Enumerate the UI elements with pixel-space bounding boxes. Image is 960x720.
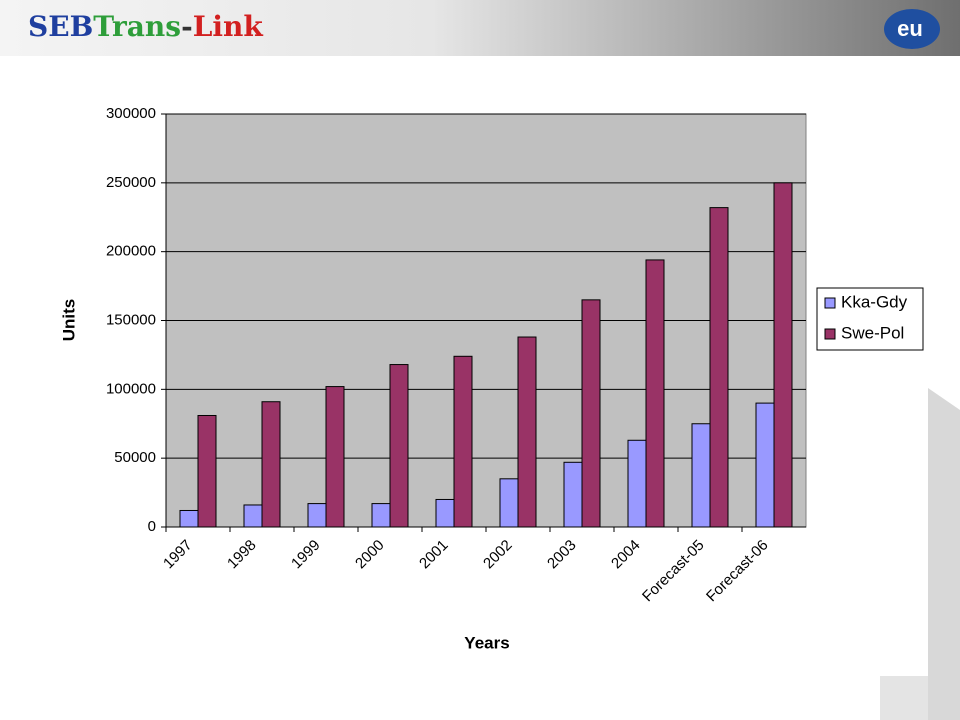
- bar: [499, 478, 519, 528]
- x-tick-label: 2004: [608, 537, 644, 573]
- legend-swatch: [824, 328, 836, 340]
- logo-part: Trans: [93, 10, 181, 43]
- x-axis-title: Years: [464, 633, 509, 652]
- x-tick-label: 1998: [224, 537, 260, 573]
- bar: [709, 207, 729, 528]
- bar: [691, 423, 711, 528]
- bar: [517, 336, 537, 528]
- legend-label: Kka-Gdy: [841, 292, 908, 311]
- y-tick-label: 0: [148, 518, 156, 535]
- decor: [928, 388, 960, 720]
- logo: SEBTrans-Link: [28, 10, 263, 43]
- y-tick-label: 200000: [106, 243, 156, 260]
- y-tick-label: 50000: [114, 449, 156, 466]
- x-tick-label: 1997: [160, 537, 196, 573]
- logo-part: SEB: [28, 10, 93, 43]
- badge-text: eu: [897, 16, 923, 41]
- legend-label: Swe-Pol: [841, 323, 904, 342]
- bar: [581, 299, 601, 528]
- y-tick-label: 300000: [106, 105, 156, 122]
- y-tick-label: 150000: [106, 311, 156, 328]
- bar: [563, 461, 583, 528]
- bar: [243, 504, 263, 528]
- x-tick-label: Forecast-05: [639, 537, 708, 606]
- logo-part: Link: [193, 10, 264, 43]
- bar: [371, 503, 391, 528]
- legend-box: [816, 287, 924, 351]
- x-tick-label: 2003: [544, 537, 580, 573]
- x-tick-label: 2002: [480, 537, 516, 573]
- bar: [325, 386, 345, 528]
- bar: [197, 414, 217, 528]
- y-axis-title: Units: [59, 299, 78, 342]
- bar: [755, 402, 775, 528]
- bar: [261, 401, 281, 528]
- bar: [453, 355, 473, 528]
- bar: [645, 259, 665, 528]
- bar: [627, 439, 647, 528]
- x-tick-label: Forecast-06: [703, 537, 772, 606]
- logo-part: -: [181, 10, 193, 43]
- x-tick-label: 2000: [352, 537, 388, 573]
- legend-swatch: [824, 297, 836, 309]
- y-tick-label: 250000: [106, 174, 156, 191]
- badge: [884, 9, 940, 49]
- bar: [389, 364, 409, 528]
- x-tick-label: 2001: [416, 537, 452, 573]
- bar: [179, 509, 199, 528]
- y-tick-label: 100000: [106, 380, 156, 397]
- bar: [435, 498, 455, 528]
- bar: [307, 503, 327, 528]
- bar: [773, 182, 793, 528]
- x-tick-label: 1999: [288, 537, 324, 573]
- decor: [880, 676, 928, 720]
- header-band: [0, 0, 960, 56]
